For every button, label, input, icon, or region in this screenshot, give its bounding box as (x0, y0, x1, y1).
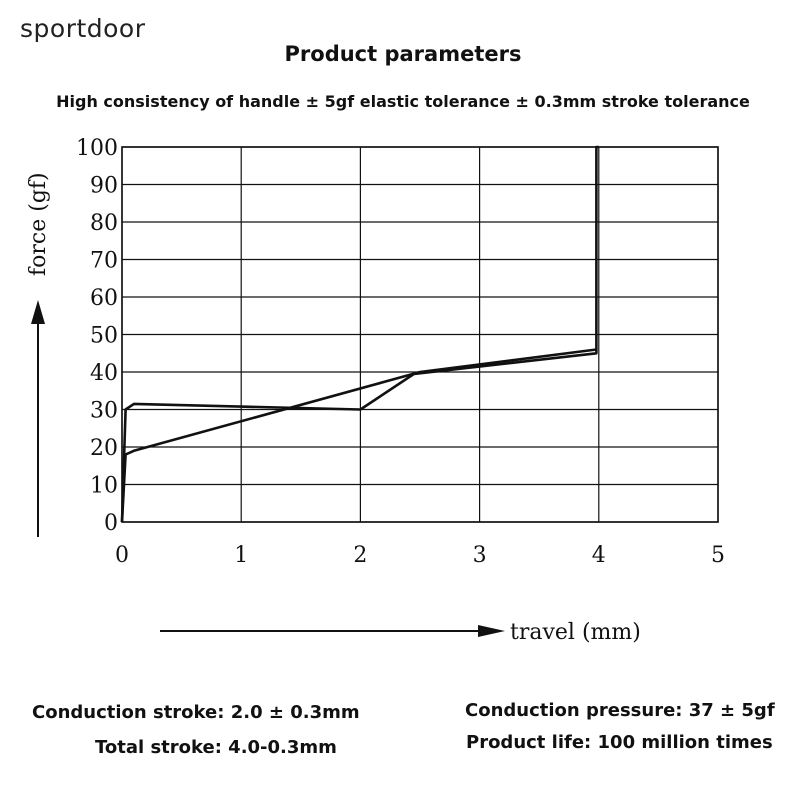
x-tick-label: 5 (711, 543, 725, 568)
y-tick-label: 50 (90, 324, 118, 349)
chart-tick-labels: 0 10 20 30 40 50 60 70 80 90 100 0 1 2 3 4 5 (76, 136, 725, 568)
y-tick-label: 0 (104, 511, 118, 536)
y-axis-arrowhead (31, 300, 45, 324)
spec-conduction-pressure: Conduction pressure: 37 ± 5gf (465, 700, 775, 721)
y-tick-label: 60 (90, 286, 118, 311)
spec-product-life: Product life: 100 million times (466, 732, 773, 753)
x-tick-label: 4 (592, 543, 606, 568)
spec-conduction-stroke: Conduction stroke: 2.0 ± 0.3mm (32, 702, 360, 723)
x-tick-label: 1 (234, 543, 248, 568)
y-tick-label: 70 (90, 249, 118, 274)
y-tick-label: 40 (90, 361, 118, 386)
page-title: Product parameters (284, 42, 522, 66)
y-tick-label: 30 (90, 399, 118, 424)
y-tick-label: 10 (90, 474, 118, 499)
spec-total-stroke: Total stroke: 4.0-0.3mm (95, 737, 337, 758)
y-tick-label: 20 (90, 436, 118, 461)
x-axis-arrowhead (478, 625, 505, 637)
series-line-1 (120, 145, 599, 523)
series-line-2 (120, 348, 597, 523)
y-axis-label: force (gf) (26, 172, 51, 276)
brand-logo-text: sportdoor (20, 14, 146, 43)
page-subtitle: High consistency of handle ± 5gf elastic… (56, 92, 750, 111)
x-tick-label: 3 (473, 543, 487, 568)
y-tick-label: 100 (76, 136, 118, 161)
y-tick-label: 80 (90, 211, 118, 236)
chart-series (120, 145, 599, 523)
x-axis-label: travel (mm) (510, 620, 641, 645)
chart-grid (121, 146, 719, 523)
x-tick-label: 0 (115, 543, 129, 568)
y-tick-label: 90 (90, 174, 118, 199)
x-tick-label: 2 (353, 543, 367, 568)
